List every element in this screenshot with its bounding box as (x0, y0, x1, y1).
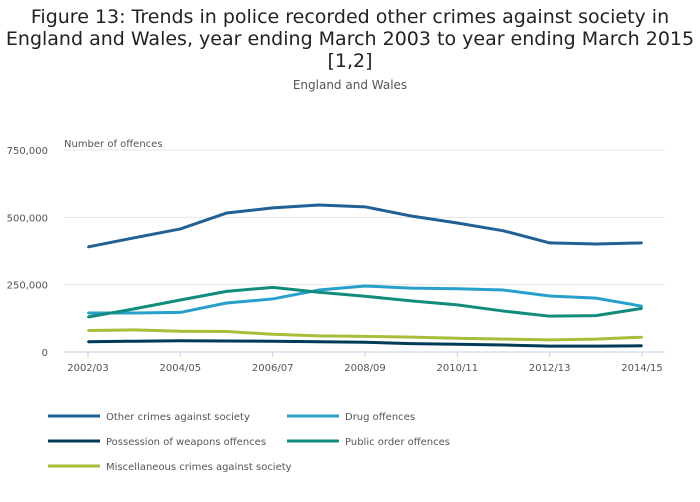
data-point (133, 236, 136, 239)
data-point (410, 214, 413, 217)
data-point (641, 305, 643, 308)
data-point (317, 289, 320, 292)
data-point (87, 311, 89, 314)
data-point (225, 301, 228, 304)
data-point (641, 344, 643, 347)
chart-title: Figure 13: Trends in police recorded oth… (5, 6, 695, 72)
legend-label: Possession of weapons offences (106, 437, 266, 448)
data-point (225, 339, 228, 342)
data-point (179, 330, 182, 333)
data-point (456, 221, 459, 224)
data-point (548, 345, 551, 348)
data-point (364, 295, 366, 298)
data-point (317, 291, 320, 294)
data-point (133, 328, 136, 331)
data-point (317, 203, 320, 206)
y-tick-label: 0 (42, 348, 48, 359)
series-line (87, 203, 643, 249)
data-point (271, 333, 274, 336)
data-point (317, 334, 320, 337)
y-tick-label: 500,000 (7, 213, 48, 224)
data-point (364, 335, 366, 338)
data-point (594, 345, 597, 348)
legend-label: Drug offences (345, 412, 415, 423)
data-point (225, 330, 228, 333)
data-point (456, 303, 459, 306)
data-point (456, 287, 459, 290)
data-point (456, 343, 459, 346)
x-tick-label: 2014/15 (621, 363, 663, 374)
y-axis-label: Number of offences (64, 139, 163, 150)
x-tick-label: 2012/13 (529, 363, 571, 374)
data-point (271, 340, 274, 343)
data-point (594, 338, 597, 341)
data-point (410, 336, 413, 339)
data-point (179, 311, 182, 314)
data-point (502, 338, 505, 341)
data-point (364, 205, 366, 208)
data-point (133, 311, 136, 314)
data-point (410, 299, 413, 302)
data-point (133, 340, 136, 343)
data-point (225, 212, 228, 215)
data-point (502, 343, 505, 346)
y-tick-label: 750,000 (7, 146, 48, 157)
data-point (179, 339, 182, 342)
data-point (502, 229, 505, 232)
data-point (641, 336, 643, 339)
data-point (133, 307, 136, 310)
data-point (410, 342, 413, 345)
data-point (502, 289, 505, 292)
data-point (271, 286, 274, 289)
data-point (641, 307, 643, 310)
data-point (548, 315, 551, 318)
x-tick-label: 2002/03 (67, 363, 109, 374)
data-point (87, 245, 89, 248)
data-point (271, 206, 274, 209)
data-point (410, 287, 413, 290)
data-point (594, 297, 597, 300)
data-point (456, 337, 459, 340)
data-point (225, 290, 228, 293)
data-point (179, 299, 182, 302)
data-point (87, 329, 89, 332)
data-point (271, 297, 274, 300)
data-point (87, 340, 89, 343)
data-point (548, 241, 551, 244)
x-tick-label: 2006/07 (252, 363, 294, 374)
legend-label: Public order offences (345, 437, 450, 448)
legend-label: Other crimes against society (106, 412, 250, 423)
data-point (548, 294, 551, 297)
data-point (594, 242, 597, 245)
x-tick-label: 2008/09 (344, 363, 386, 374)
legend-label: Miscellaneous crimes against society (106, 462, 292, 473)
data-point (502, 310, 505, 313)
data-point (317, 340, 320, 343)
series-line (88, 284, 643, 315)
data-point (548, 338, 551, 341)
x-tick-label: 2004/05 (160, 363, 202, 374)
series-line (87, 328, 643, 342)
data-point (594, 314, 597, 317)
chart-subtitle: England and Wales (292, 78, 408, 92)
x-tick-label: 2010/11 (437, 363, 479, 374)
data-point (641, 241, 643, 244)
data-point (87, 315, 89, 318)
y-tick-label: 250,000 (7, 281, 48, 292)
data-point (179, 227, 182, 230)
data-point (364, 285, 366, 288)
data-point (364, 341, 366, 344)
